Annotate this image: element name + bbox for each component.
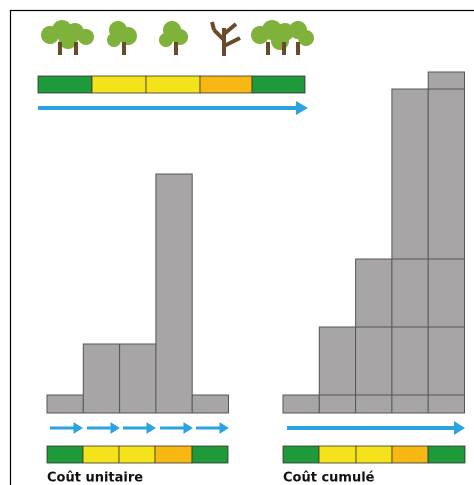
bar-segment — [391, 394, 429, 414]
bar — [191, 394, 229, 414]
bar-segment — [391, 258, 429, 328]
unit-scale — [46, 445, 229, 464]
frame — [9, 9, 474, 485]
bar-segment — [391, 88, 429, 260]
bar-segment — [427, 394, 466, 414]
bar-segment — [355, 326, 393, 396]
bar-segment — [427, 88, 466, 260]
bar-segment — [391, 326, 429, 396]
bar-segment — [318, 394, 357, 414]
bar-segment — [427, 326, 466, 396]
time-arrow — [38, 101, 308, 115]
maturity-scale — [37, 75, 306, 94]
bar — [82, 343, 121, 414]
bar — [119, 343, 157, 414]
bar-segment — [355, 258, 393, 328]
chart-title: Coût unitaire — [47, 471, 143, 485]
bar-segment — [355, 394, 393, 414]
bar — [46, 394, 84, 414]
cumulative-arrow — [287, 421, 465, 435]
chart-title: Coût cumulé — [283, 471, 375, 485]
trees — [41, 20, 314, 56]
cumulative-scale — [282, 445, 466, 464]
bar — [155, 173, 193, 414]
bar-segment — [318, 326, 357, 396]
bar-segment — [282, 394, 320, 414]
bar-segment — [427, 258, 466, 328]
bar-segment — [427, 71, 466, 90]
unit-arrows — [50, 422, 229, 434]
